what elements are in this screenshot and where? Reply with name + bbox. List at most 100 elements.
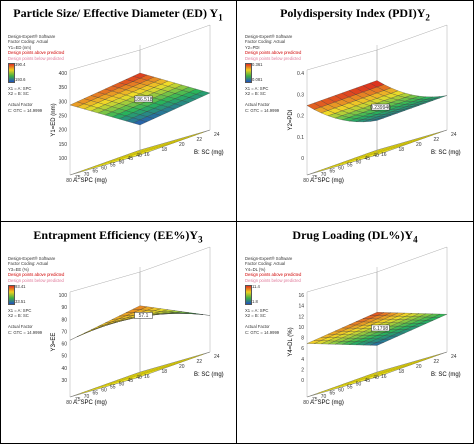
panel-divider-horizontal (0, 221, 474, 222)
z-tick-label: 0.3 (297, 92, 304, 98)
color-scale-min: 193.6 (15, 77, 26, 82)
x-tick-label: 40 (373, 153, 379, 159)
frame-edge (306, 49, 378, 71)
y-tick-label: 20 (416, 142, 422, 148)
flag-box (134, 312, 153, 319)
x-tick-label: 55 (110, 384, 116, 390)
panel-title: Polydispersity Index (PDI)Y2 (280, 6, 430, 23)
y-tick-label: 18 (399, 369, 405, 375)
z-tick-label: 100 (59, 293, 68, 299)
flag-value: 0.239946 (370, 105, 391, 111)
y-tick-label: 16 (144, 152, 150, 158)
frame-edge (139, 24, 211, 51)
flag-box (134, 95, 153, 103)
frame-edge (376, 24, 448, 51)
x-tick-label: 80 (303, 178, 309, 184)
contour-line (104, 359, 190, 385)
factor-block: X1 = A: SPC X2 = B: SC Actual Factor C: GT… (245, 308, 280, 335)
y-tick-label: 20 (416, 364, 422, 370)
z-axis-label: Y1=ED (nm) (51, 103, 57, 136)
y-tick-label: 22 (197, 359, 203, 365)
y-tick-label: 24 (451, 132, 457, 138)
y-tick-label: 16 (381, 152, 387, 158)
x-tick-label: 65 (329, 169, 335, 175)
contour-line (318, 364, 413, 394)
factor-block: X1 = A: SPC X2 = B: SC Actual Factor C: GT… (8, 86, 43, 113)
frame-edge (376, 246, 448, 273)
x-tick-label: 65 (92, 169, 98, 175)
panel-pdi: Polydispersity Index (PDI)Y2 Design-Expe… (237, 0, 473, 221)
surface-cell (132, 72, 148, 79)
legend-block: Design-Expert® Software Factor Coding: Ac… (8, 256, 65, 283)
factor-block: X1 = A: SPC X2 = B: SC Actual Factor C: GT… (8, 308, 43, 335)
panel-title: Particle Size/ Effective Diameter (ED) Y… (13, 6, 223, 23)
y-axis-label: B: SC (mg) (431, 150, 461, 156)
y-tick-label: 18 (399, 147, 405, 153)
y-tick-label: 24 (214, 132, 220, 138)
z-tick-label: 6 (301, 346, 304, 352)
z-axis-label: Y4=DL (%) (288, 327, 294, 356)
contour-line (93, 139, 183, 167)
z-tick-label: 10 (298, 325, 304, 331)
y-tick-label: 20 (179, 142, 185, 148)
x-tick-label: 50 (119, 381, 125, 387)
y-axis-label: B: SC (mg) (431, 372, 461, 378)
x-tick-label: 40 (136, 375, 142, 381)
x-tick-label: 70 (84, 394, 90, 400)
x-tick-label: 45 (127, 156, 133, 162)
panel-title: Drug Loading (DL%)Y4 (292, 228, 418, 245)
z-tick-label: 200 (59, 128, 68, 134)
factor-block: X1 = A: SPC X2 = B: SC Actual Factor C: GT… (245, 86, 280, 113)
contour-line (81, 142, 176, 172)
x-tick-label: 60 (338, 166, 344, 172)
color-scale (8, 285, 15, 305)
x-tick-label: 40 (136, 153, 142, 159)
contour-line (365, 354, 441, 377)
surface-cell (90, 324, 106, 330)
z-tick-label: 2 (301, 367, 304, 373)
y-tick-label: 16 (381, 374, 387, 380)
contour-line (341, 359, 427, 385)
y-tick-label: 16 (144, 374, 150, 380)
z-tick-label: 30 (61, 378, 67, 384)
contour-line (93, 361, 183, 389)
surface-plot: 57.130405060708090100Y3=EE80757065605550… (51, 246, 224, 406)
z-tick-label: 0.1 (297, 135, 304, 141)
y-tick-label: 18 (162, 369, 168, 375)
x-tick-label: 70 (321, 394, 327, 400)
contour-line (353, 134, 434, 159)
legend-block: Design-Expert® Software Factor Coding: Ac… (245, 34, 302, 61)
x-tick-label: 75 (312, 175, 318, 181)
panel-ed: Particle Size/ Effective Diameter (ED) Y… (0, 0, 236, 221)
x-axis-label: A: SPC (mg) (73, 178, 107, 184)
frame-edge (139, 246, 211, 273)
surface-cell (369, 312, 385, 316)
frame-edge (306, 271, 378, 293)
color-scale-min: 0.081 (252, 77, 263, 82)
contour-line (116, 134, 197, 159)
surface-cell (369, 80, 385, 88)
x-axis-label: A: SPC (mg) (310, 178, 344, 184)
color-scale-max: 93.41 (15, 284, 26, 289)
z-tick-label: 0 (301, 156, 304, 162)
z-tick-label: 0 (301, 378, 304, 384)
contour-line (330, 139, 420, 167)
x-tick-label: 65 (329, 391, 335, 397)
x-axis-label: A: SPC (mg) (73, 400, 107, 406)
x-tick-label: 70 (84, 172, 90, 178)
y-tick-label: 20 (179, 364, 185, 370)
z-tick-label: 40 (61, 366, 67, 372)
z-tick-label: 12 (298, 314, 304, 320)
contour-line (353, 356, 434, 381)
x-tick-label: 60 (338, 388, 344, 394)
z-axis-label: Y3=EE (51, 333, 57, 352)
legend-block: Design-Expert® Software Factor Coding: Ac… (245, 256, 302, 283)
x-tick-label: 45 (127, 378, 133, 384)
flag-box (371, 103, 390, 111)
x-tick-label: 40 (373, 375, 379, 381)
color-scale-min: 1.8 (252, 299, 258, 304)
z-tick-label: 8 (301, 336, 304, 342)
color-scale-max: 0.361 (252, 62, 263, 67)
y-tick-label: 24 (451, 354, 457, 360)
